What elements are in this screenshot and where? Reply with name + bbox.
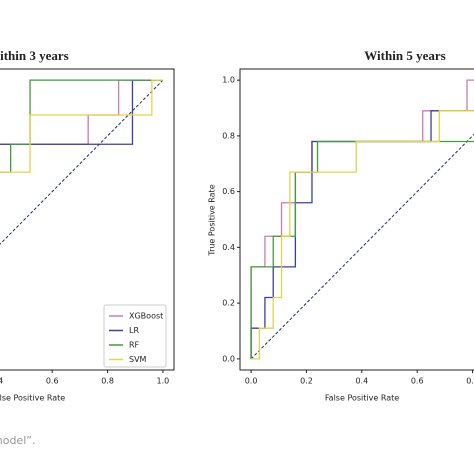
y-tick-label: 0.4	[222, 243, 235, 252]
chance-line	[250, 133, 474, 360]
roc-curve	[251, 110, 474, 360]
legend-label: SVM	[129, 355, 147, 364]
legend-label: XGBoost	[129, 312, 163, 321]
x-tick-label: 0.0	[245, 377, 258, 386]
y-tick-label: 1.0	[222, 76, 235, 85]
roc-curve	[0, 79, 163, 173]
x-tick-label: 0.6	[46, 377, 59, 386]
y-tick-label: 0.2	[222, 299, 235, 308]
roc-curve	[0, 79, 163, 145]
legend-label: LR	[129, 326, 139, 335]
y-tick-label: 0.6	[222, 187, 235, 196]
roc-curve	[250, 140, 474, 359]
x-axis-label: False Positive Rate	[325, 394, 399, 403]
plot-area	[0, 68, 175, 371]
chart-title: Within 3 years	[0, 48, 69, 63]
plot-area	[239, 68, 474, 371]
x-tick-label: 0.2	[300, 377, 313, 386]
legend-label: RF	[129, 341, 140, 350]
x-tick-label: 0.8	[466, 377, 474, 386]
x-tick-label: 0.4	[355, 377, 368, 386]
roc-curve	[0, 79, 163, 173]
x-axis-label: False Positive Rate	[0, 394, 65, 403]
x-tick-label: 0.4	[0, 377, 3, 386]
y-axis-label: True Positive Rate	[208, 184, 217, 256]
x-tick-label: 1.0	[157, 377, 170, 386]
legend-box	[103, 304, 167, 368]
y-tick-label: 0.0	[222, 354, 235, 363]
chance-line	[0, 79, 164, 245]
x-tick-label: 0.8	[101, 377, 114, 386]
x-tick-label: 0.6	[411, 377, 424, 386]
roc-curve	[250, 110, 474, 359]
caption: model”.	[0, 434, 35, 447]
roc-curve	[250, 79, 474, 359]
y-tick-label: 0.8	[222, 131, 235, 140]
chart-title: Within 5 years	[364, 48, 445, 63]
